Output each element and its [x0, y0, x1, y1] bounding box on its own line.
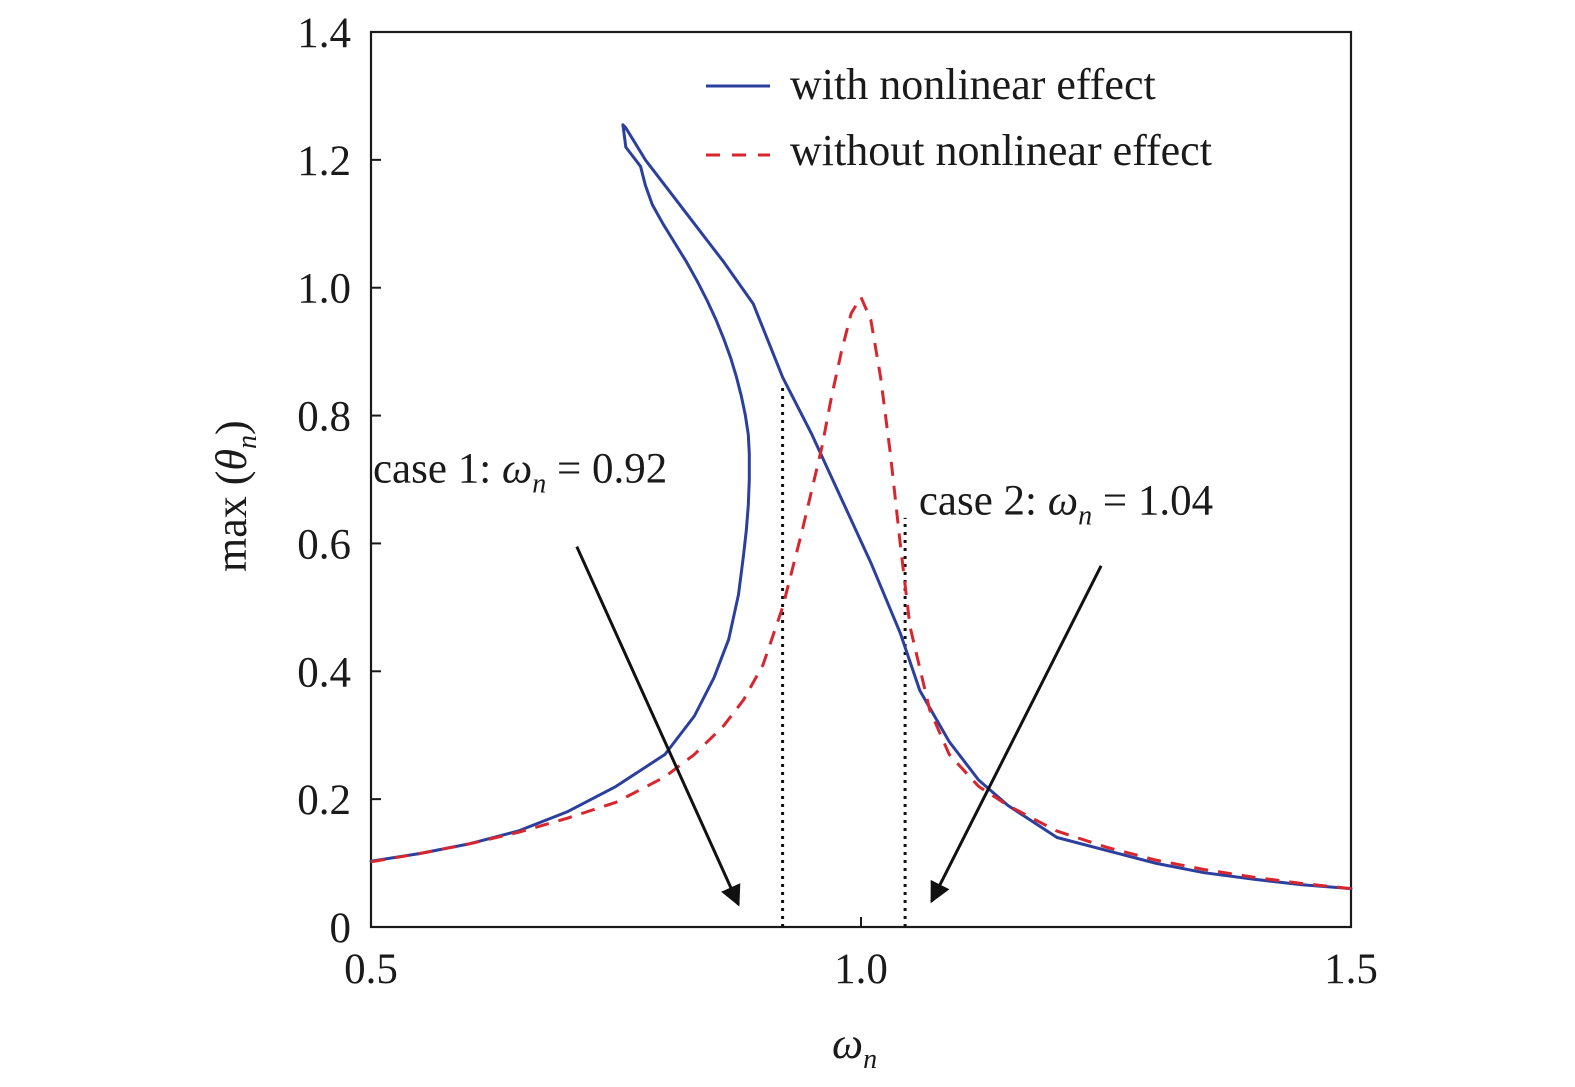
- annotation-label-2: case 2: ωn = 1.04: [919, 478, 1213, 532]
- annotations-group: case 1: ωn = 0.92 case 2: ωn = 1.04: [373, 446, 1213, 907]
- x-axis-ticks: 0.5 1.0 1.5: [344, 917, 1378, 993]
- annotation-arrow-2: [930, 565, 1103, 904]
- y-tick-label: 1.4: [297, 10, 351, 57]
- y-tick-label: 0.4: [297, 649, 351, 696]
- series-group: [369, 123, 1353, 891]
- y-axis-label: max (θn): [207, 420, 263, 572]
- y-tick-label: 0.6: [297, 521, 351, 568]
- legend-label-with-nonlinear: with nonlinear effect: [790, 60, 1156, 109]
- y-tick-label: 1.2: [297, 138, 351, 185]
- annotation-label-1: case 1: ωn = 0.92: [373, 446, 667, 500]
- x-axis-label: ωn: [832, 1019, 877, 1075]
- y-tick-label: 0.2: [297, 777, 351, 824]
- y-tick-label: 0: [330, 905, 352, 952]
- x-tick-label: 0.5: [344, 946, 398, 993]
- reference-lines: [781, 383, 907, 927]
- series-line-without-nonlinear: [370, 295, 1352, 891]
- y-axis-ticks: 0 0.2 0.4 0.6 0.8 1.0 1.2 1.4: [297, 10, 381, 952]
- annotation-arrow-1: [575, 546, 741, 907]
- y-tick-label: 0.8: [297, 394, 351, 441]
- y-tick-label: 1.0: [297, 266, 351, 313]
- legend: with nonlinear effect without nonlinear …: [706, 60, 1212, 175]
- legend-label-without-nonlinear: without nonlinear effect: [790, 126, 1212, 175]
- x-tick-label: 1.5: [1324, 946, 1378, 993]
- x-tick-label: 1.0: [834, 946, 888, 993]
- series-line-with-nonlinear: [369, 123, 1353, 891]
